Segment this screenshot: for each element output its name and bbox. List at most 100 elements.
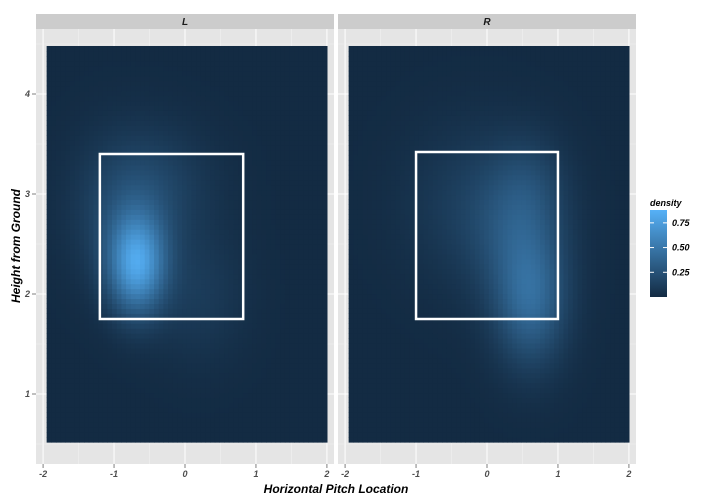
density-tile <box>256 293 263 300</box>
density-tile <box>172 234 179 240</box>
density-tile <box>182 293 188 300</box>
density-tile <box>60 313 66 319</box>
density-tile <box>51 184 57 191</box>
density-tile <box>144 283 150 290</box>
density-tile <box>70 268 76 275</box>
density-tile <box>51 367 57 374</box>
density-tile <box>353 432 359 438</box>
density-tile <box>65 278 71 285</box>
density-tile <box>312 70 319 77</box>
density-tile <box>140 412 146 418</box>
density-tile <box>233 352 239 359</box>
density-tile <box>88 357 94 364</box>
density-tile <box>280 427 286 433</box>
density-tile <box>353 437 359 443</box>
density-tile <box>247 50 253 57</box>
density-tile <box>186 184 193 191</box>
density-tile <box>79 263 85 270</box>
density-tile <box>70 199 76 205</box>
density-tile <box>261 234 267 240</box>
density-tile <box>88 135 94 141</box>
density-tile <box>242 343 249 349</box>
density-tile <box>196 343 202 349</box>
density-tile <box>102 318 108 324</box>
density-tile <box>224 392 230 399</box>
density-tile <box>158 303 165 309</box>
density-tile <box>135 248 141 255</box>
density-tile <box>172 70 179 77</box>
density-tile <box>308 248 314 255</box>
density-tile <box>308 387 314 394</box>
density-tile <box>298 392 305 399</box>
density-tile <box>51 204 57 210</box>
density-tile <box>191 189 197 196</box>
density-tile <box>353 229 359 235</box>
density-tile <box>51 239 57 245</box>
density-tile <box>88 293 94 300</box>
density-tile <box>182 120 188 126</box>
density-tile <box>144 229 150 235</box>
density-tile <box>182 407 188 413</box>
density-tile <box>280 432 286 438</box>
density-tile <box>196 90 202 97</box>
density-tile <box>233 194 239 201</box>
density-tile <box>280 268 286 275</box>
density-tile <box>214 313 221 319</box>
density-tile <box>116 387 122 394</box>
density-tile <box>158 343 165 349</box>
density-tile <box>270 357 277 364</box>
density-tile <box>98 338 104 344</box>
density-tile <box>196 189 202 196</box>
density-tile <box>168 70 174 77</box>
density-tile <box>163 273 169 280</box>
density-tile <box>280 105 286 111</box>
density-tile <box>102 308 108 314</box>
density-tile <box>135 283 141 290</box>
density-tile <box>107 278 113 285</box>
density-tile <box>312 313 319 319</box>
density-tile <box>140 333 146 339</box>
density-tile <box>294 224 300 230</box>
density-tile <box>177 343 183 349</box>
density-tile <box>270 209 277 215</box>
density-tile <box>280 159 286 166</box>
density-tile <box>130 120 136 126</box>
density-tile <box>126 204 132 210</box>
density-tile <box>98 372 104 379</box>
density-tile <box>112 194 118 201</box>
density-tile <box>214 382 221 389</box>
density-tile <box>79 318 85 324</box>
density-tile <box>46 85 52 92</box>
density-tile <box>322 65 328 72</box>
density-tile <box>205 65 211 72</box>
density-tile <box>228 427 235 433</box>
density-tile <box>88 149 94 156</box>
density-tile <box>144 224 150 230</box>
density-tile <box>168 125 174 131</box>
density-tile <box>284 357 291 364</box>
density-tile <box>280 179 286 186</box>
density-tile <box>205 412 211 418</box>
density-tile <box>186 199 193 205</box>
density-tile <box>294 199 300 205</box>
density-tile <box>121 303 127 309</box>
density-tile <box>102 46 108 52</box>
density-tile <box>214 55 221 62</box>
density-tile <box>312 263 319 270</box>
density-tile <box>121 402 127 408</box>
density-tile <box>210 372 216 379</box>
density-tile <box>233 278 239 285</box>
density-tile <box>140 75 146 82</box>
density-tile <box>242 253 249 260</box>
density-tile <box>55 392 62 399</box>
density-tile <box>275 70 281 77</box>
density-tile <box>88 174 94 181</box>
density-tile <box>93 95 99 102</box>
density-tile <box>126 437 132 443</box>
density-tile <box>88 209 94 215</box>
density-tile <box>172 328 179 334</box>
density-tile <box>238 412 244 418</box>
density-tile <box>107 392 113 399</box>
density-tile <box>140 343 146 349</box>
density-tile <box>205 347 211 354</box>
